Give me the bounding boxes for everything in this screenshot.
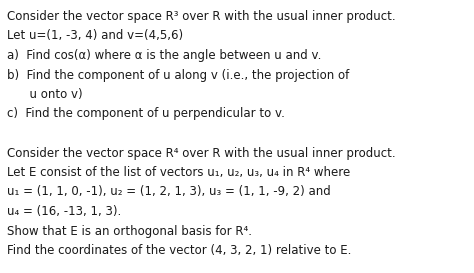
Text: u₄ = (16, -13, 1, 3).: u₄ = (16, -13, 1, 3). (7, 205, 121, 218)
Text: Let u=(1, -3, 4) and v=(4,5,6): Let u=(1, -3, 4) and v=(4,5,6) (7, 29, 183, 43)
Text: Let E consist of the list of vectors u₁, u₂, u₃, u₄ in R⁴ where: Let E consist of the list of vectors u₁,… (7, 166, 350, 179)
Text: Show that E is an orthogonal basis for R⁴.: Show that E is an orthogonal basis for R… (7, 224, 252, 238)
Text: c)  Find the component of u perpendicular to v.: c) Find the component of u perpendicular… (7, 108, 285, 120)
Text: u onto v): u onto v) (7, 88, 82, 101)
Text: b)  Find the component of u along v (i.e., the projection of: b) Find the component of u along v (i.e.… (7, 69, 349, 82)
Text: a)  Find cos(α) where α is the angle between u and v.: a) Find cos(α) where α is the angle betw… (7, 49, 321, 62)
Text: Consider the vector space R⁴ over R with the usual inner product.: Consider the vector space R⁴ over R with… (7, 147, 396, 159)
Text: Consider the vector space R³ over R with the usual inner product.: Consider the vector space R³ over R with… (7, 10, 396, 23)
Text: u₁ = (1, 1, 0, -1), u₂ = (1, 2, 1, 3), u₃ = (1, 1, -9, 2) and: u₁ = (1, 1, 0, -1), u₂ = (1, 2, 1, 3), u… (7, 185, 331, 198)
Text: Find the coordinates of the vector (4, 3, 2, 1) relative to E.: Find the coordinates of the vector (4, 3… (7, 244, 351, 257)
